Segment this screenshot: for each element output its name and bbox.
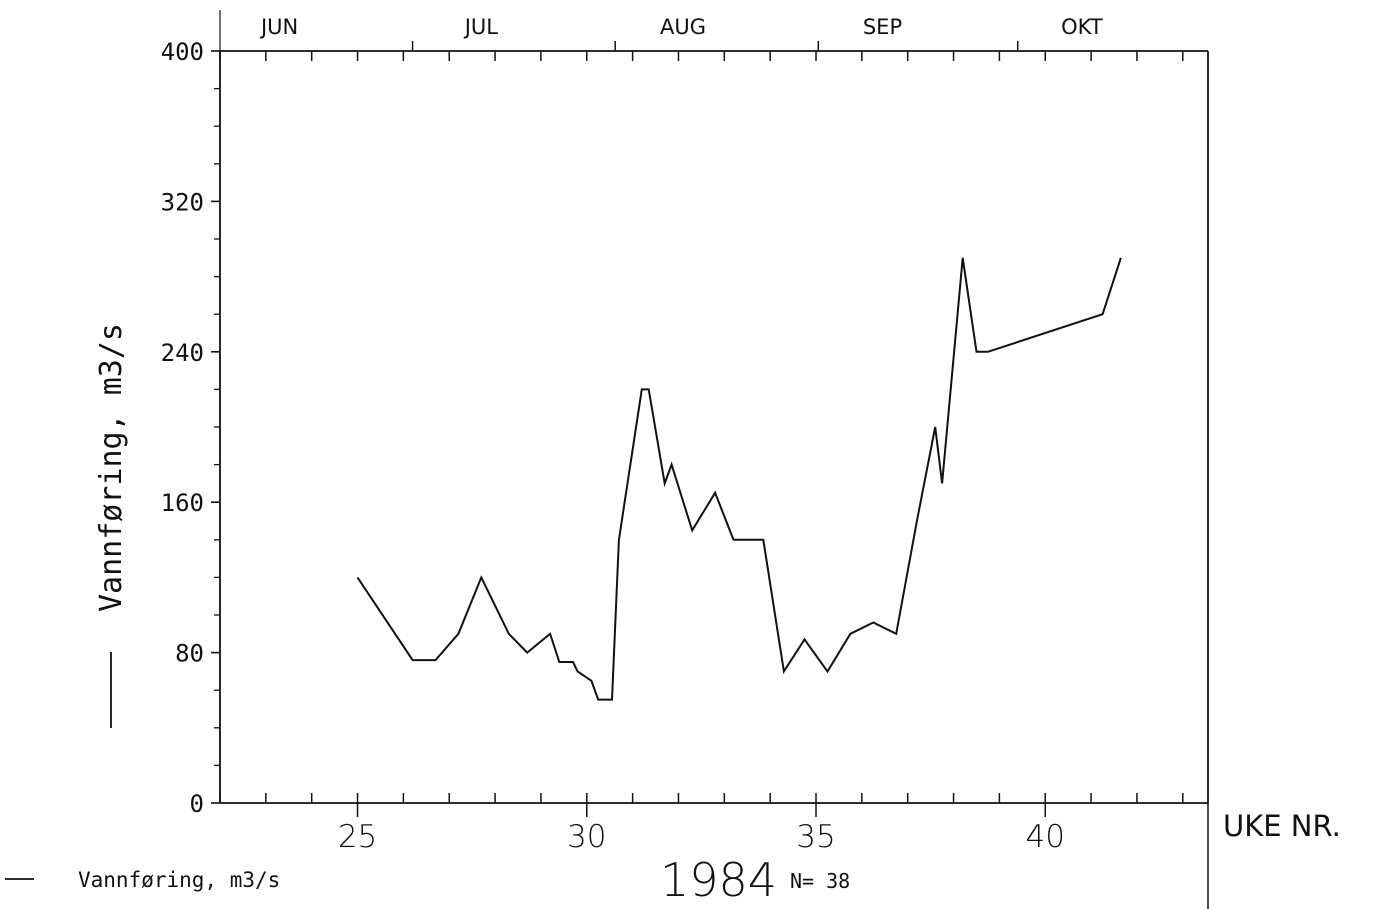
month-label: JUL <box>463 15 499 39</box>
y-axis-ticks: 0 80 160 240 320 400 <box>161 38 220 818</box>
legend-label: Vannføring, m3/s <box>78 868 280 892</box>
month-label: JUN <box>259 15 298 39</box>
month-label: AUG <box>660 15 706 39</box>
n-count-label: N= 38 <box>790 869 850 893</box>
y-tick-label: 400 <box>161 38 204 66</box>
x-tick-label: 25 <box>338 819 377 855</box>
series-line <box>356 257 1122 701</box>
x-tick-label: 35 <box>796 819 835 855</box>
y-tick-label: 80 <box>175 640 204 668</box>
x-tick-label: 40 <box>1026 819 1065 855</box>
year-label: 1984 <box>660 853 777 907</box>
x-axis-ticks: 25 30 35 40 <box>219 51 1184 855</box>
x-tick-label: 30 <box>567 819 606 855</box>
y-tick-label: 160 <box>161 489 204 517</box>
month-label: SEP <box>863 15 902 39</box>
month-label: OKT <box>1061 15 1103 39</box>
y-tick-label: 240 <box>161 339 204 367</box>
y-tick-label: 0 <box>190 790 204 818</box>
month-axis: JUN JUL AUG SEP OKT <box>259 15 1103 51</box>
x-axis-label: UKE NR. <box>1223 809 1341 843</box>
y-tick-label: 320 <box>161 188 204 216</box>
y-axis-label: Vannføring, m3/s <box>94 323 129 612</box>
data-series <box>356 257 1122 701</box>
